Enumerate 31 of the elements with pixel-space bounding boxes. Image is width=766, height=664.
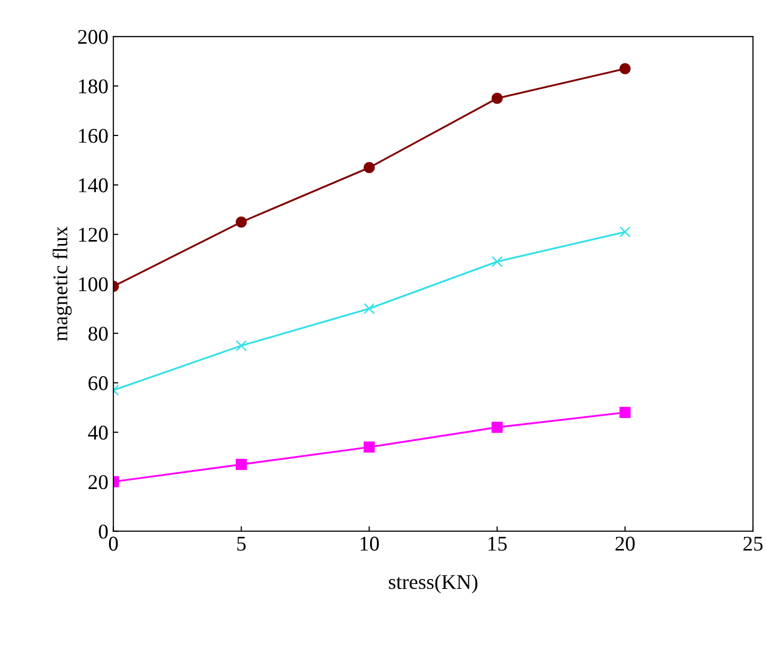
y-tick-label: 120: [79, 228, 108, 242]
point: [492, 92, 503, 104]
y-tick-label: 20: [88, 475, 108, 490]
point: [620, 226, 631, 238]
point: [620, 63, 631, 74]
y-axis-title: magnetic flux: [52, 226, 72, 341]
point: [492, 256, 503, 268]
y-tick-label: 0: [98, 524, 108, 539]
x-tick-label: 5: [237, 536, 246, 551]
y-tick-label: 60: [88, 376, 108, 390]
x-axis-title: stress(KN): [388, 574, 478, 594]
x-tick-label: 0: [108, 536, 118, 551]
x-tick-label: 20: [616, 536, 635, 551]
y-tick-label: 80: [88, 326, 108, 341]
y-tick-label: 100: [79, 277, 108, 292]
y-tick-label: 140: [79, 178, 108, 192]
point: [364, 442, 375, 453]
y-tick-label: 40: [88, 426, 108, 440]
point: [236, 216, 247, 228]
x-tick-label: 25: [743, 536, 763, 551]
point: [236, 458, 247, 470]
point: [620, 406, 631, 418]
y-tick-label: 200: [78, 30, 108, 44]
point: [492, 422, 503, 433]
point: [364, 162, 375, 174]
point: [364, 303, 375, 314]
x-tick-label: 15: [488, 536, 507, 551]
y-tick-label: 160: [79, 128, 108, 143]
x-tick-label: 10: [360, 536, 379, 551]
point: [236, 340, 247, 352]
y-tick-label: 180: [79, 79, 108, 94]
